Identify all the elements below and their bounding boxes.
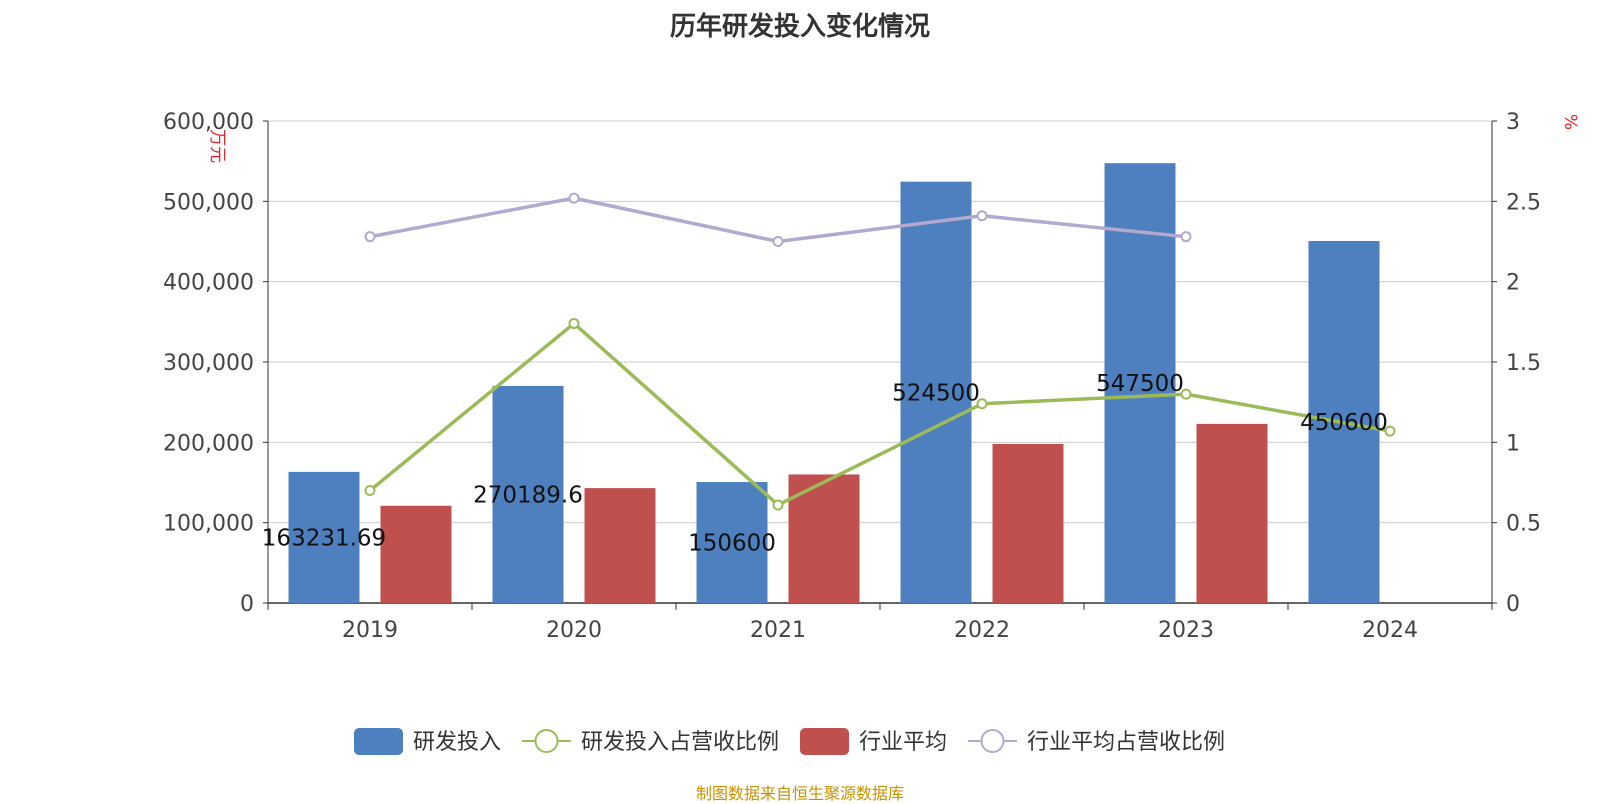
left-tick-label: 500,000: [163, 190, 254, 215]
bar-data-label: 270189.6: [473, 482, 583, 508]
right-tick-label: 1: [1506, 431, 1520, 456]
bar-industry-average: [788, 474, 860, 603]
left-tick-label: 600,000: [163, 110, 254, 135]
legend-label: 行业平均占营收比例: [1027, 730, 1225, 755]
point-industry-ratio: [772, 236, 784, 247]
bar-rd-investment: [492, 385, 564, 603]
right-tick-label: 1.5: [1506, 351, 1541, 376]
point-rd-ratio: [568, 317, 580, 329]
legend-bar-swatch: [800, 728, 849, 755]
legend-marker-swatch: [534, 729, 559, 753]
bar-data-label: 163231.69: [262, 525, 386, 551]
point-rd-ratio: [1180, 388, 1192, 400]
left-tick-label: 0: [240, 592, 254, 617]
right-tick-label: 0: [1506, 592, 1520, 617]
legend-bar-swatch: [354, 728, 403, 755]
right-tick-label: 0.5: [1506, 512, 1541, 537]
x-tick-label: 2019: [342, 618, 398, 643]
point-industry-ratio: [568, 192, 580, 204]
bar-industry-average: [1196, 423, 1268, 603]
point-industry-ratio: [1180, 231, 1192, 243]
bar-rd-investment: [696, 482, 768, 603]
chart-title: 历年研发投入变化情况: [669, 12, 930, 42]
left-axis-label: 万元: [207, 129, 227, 163]
point-industry-ratio: [364, 231, 376, 243]
legend-label: 研发投入: [413, 730, 501, 755]
bar-data-label: 450600: [1300, 410, 1388, 436]
x-tick-label: 2021: [750, 618, 806, 643]
right-tick-label: 2.5: [1506, 190, 1541, 215]
chart-svg: 0 100,000 200,000 300,000 400,000 500,000 600,…: [163, 110, 1580, 755]
x-tick-label: 2023: [1158, 618, 1214, 643]
left-tick-label: 100,000: [163, 512, 254, 537]
bar-data-label: 547500: [1096, 371, 1184, 397]
point-industry-ratio: [976, 210, 988, 222]
left-tick-label: 300,000: [163, 351, 254, 376]
bar-industry-average: [380, 505, 452, 603]
line-rd-ratio: [368, 321, 1391, 507]
bar-rd-investment: [1104, 163, 1176, 604]
point-rd-ratio: [364, 485, 376, 497]
point-rd-ratio: [772, 499, 784, 511]
left-tick-label: 200,000: [163, 431, 254, 456]
point-rd-ratio: [976, 398, 988, 410]
point-rd-ratio: [1384, 425, 1396, 437]
legend-label: 行业平均: [859, 730, 947, 755]
left-tick-label: 400,000: [163, 271, 254, 296]
x-tick-label: 2022: [954, 618, 1010, 643]
x-tick-label: 2024: [1362, 618, 1418, 643]
bar-data-label: 150600: [688, 531, 776, 557]
line-industry-ratio: [369, 196, 1187, 244]
right-tick-label: 2: [1506, 271, 1520, 296]
bar-industry-average: [584, 488, 656, 603]
right-tick-label: 3: [1506, 110, 1520, 135]
x-tick-label: 2020: [546, 618, 602, 643]
source-note: 制图数据来自恒生聚源数据库: [695, 784, 904, 803]
bar-data-label: 524500: [892, 380, 980, 406]
legend-marker-swatch: [980, 729, 1005, 753]
legend-label: 研发投入占营收比例: [581, 730, 779, 755]
bar-rd-investment: [900, 181, 972, 603]
bar-rd-investment: [288, 471, 360, 603]
bar-industry-average: [992, 443, 1064, 603]
right-axis-label: %: [1560, 114, 1580, 130]
